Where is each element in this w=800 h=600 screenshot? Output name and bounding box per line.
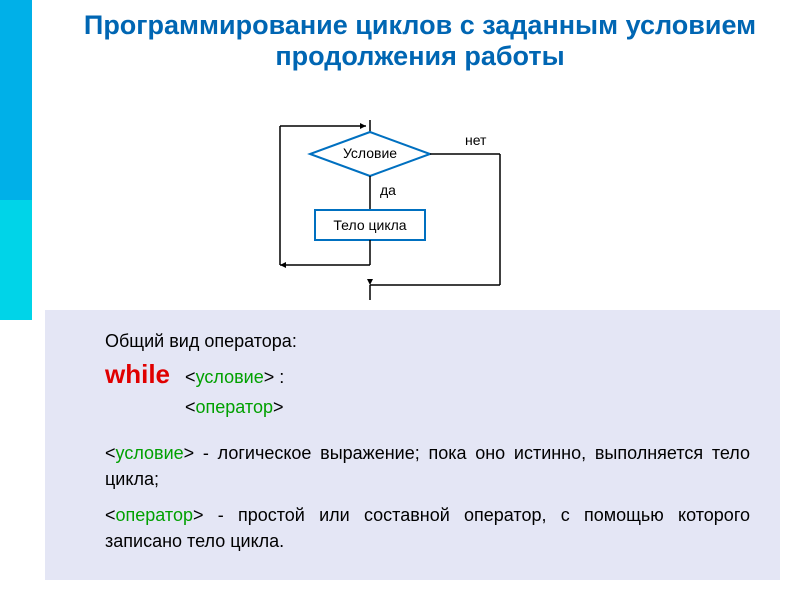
flowchart-svg: Условие Тело цикла: [240, 120, 540, 300]
code-heading: Общий вид оператора:: [105, 328, 750, 354]
cond-word-2: условие: [116, 443, 184, 463]
condition-text: Условие: [343, 145, 397, 161]
op-word-2: оператор: [116, 505, 193, 525]
operator-line: <оператор>: [185, 394, 750, 420]
while-keyword: while: [105, 359, 170, 389]
flowchart: Условие Тело цикла да нет: [240, 120, 540, 300]
while-line: while <условие> :: [105, 356, 750, 394]
op-word-1: оператор: [196, 397, 273, 417]
code-box: Общий вид оператора: while <условие> : <…: [45, 310, 780, 580]
sidebar-accent-mid: [0, 200, 32, 320]
para2: <оператор> - простой или составной опера…: [105, 502, 750, 554]
cond-word-1: условие: [196, 367, 264, 387]
yes-label: да: [380, 182, 396, 198]
body-text: Тело цикла: [333, 217, 406, 233]
para1: <условие> - логическое выражение; пока о…: [105, 440, 750, 492]
no-label: нет: [465, 132, 486, 148]
sidebar-accent-top: [0, 0, 32, 200]
page-title: Программирование циклов с заданным услов…: [60, 10, 780, 72]
